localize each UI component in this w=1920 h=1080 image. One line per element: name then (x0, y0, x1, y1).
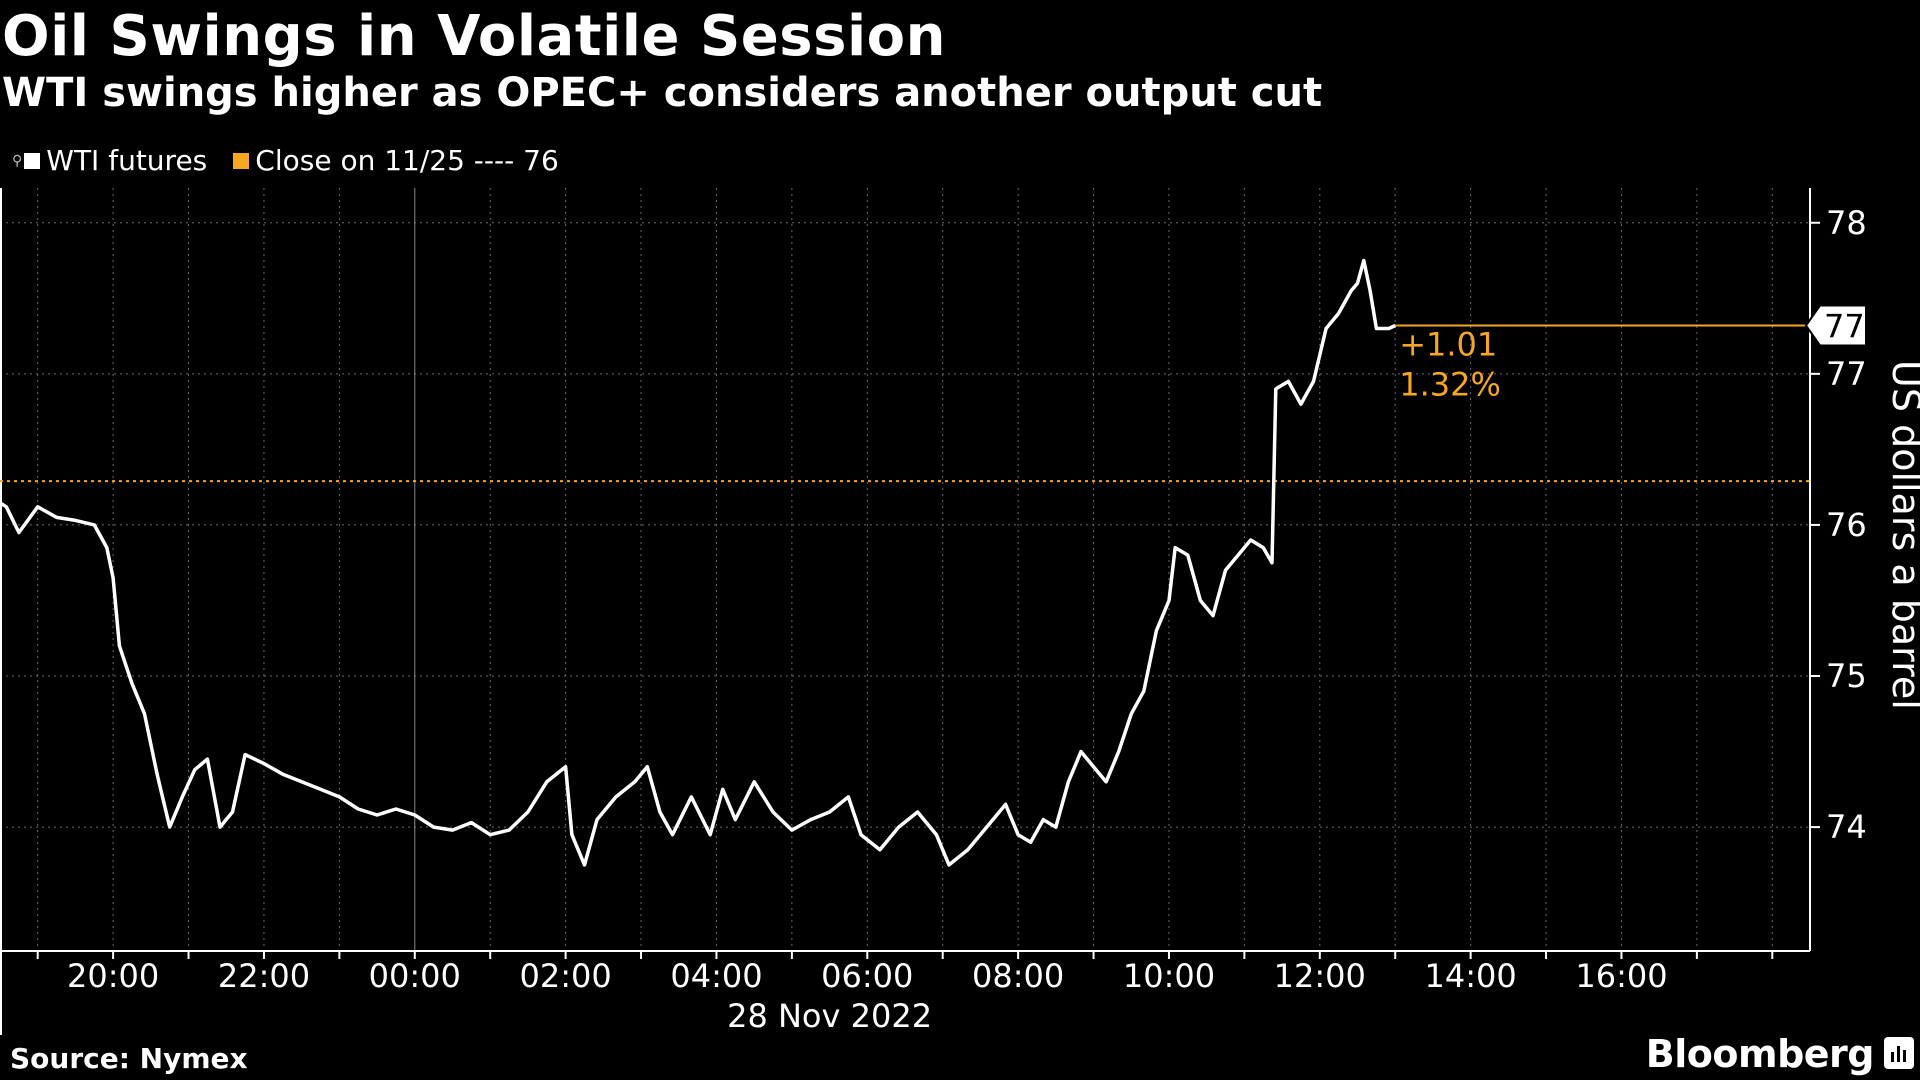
legend-label-wti: WTI futures (46, 144, 208, 177)
y-tick-label-78: 78 (1826, 204, 1867, 242)
x-tick-label-1600: 16:00 (1575, 957, 1667, 995)
legend-pin-icon[interactable]: ⚲ (12, 152, 23, 169)
chart-subtitle: WTI swings higher as OPEC+ considers ano… (2, 70, 1323, 116)
y-tick-label-76: 76 (1826, 506, 1867, 544)
x-tick-label-1200: 12:00 (1274, 957, 1366, 995)
y-tick-label-74: 74 (1826, 808, 1867, 846)
x-tick-label-2200: 22:00 (218, 957, 310, 995)
grid-lines (0, 188, 1810, 951)
y-axis-title: US dollars a barrel (1884, 360, 1920, 710)
legend: ⚲ WTI futures Close on 11/25 ---- 76 (12, 144, 585, 177)
change-annotation: +1.01 (1399, 325, 1497, 363)
axis-ticks: 74 75 76 77 78 20:00 22:00 00:00 02:00 04:00 06:00… (36, 204, 1867, 995)
x-tick-label-2000: 20:00 (67, 957, 159, 995)
last-value-label: 77 (1824, 307, 1865, 345)
x-tick-label-1400: 14:00 (1425, 957, 1517, 995)
x-tick-label-0200: 02:00 (520, 957, 612, 995)
legend-swatch-close (233, 152, 250, 169)
chart-title: Oil Swings in Volatile Session (2, 4, 946, 69)
source-note: Source: Nymex (10, 1042, 248, 1075)
legend-swatch-wti (24, 152, 41, 169)
x-tick-label-1000: 10:00 (1123, 957, 1215, 995)
brand-logo: Bloomberg (1645, 1032, 1875, 1076)
y-tick-label-75: 75 (1826, 657, 1867, 695)
legend-label-close: Close on 11/25 ---- 76 (255, 144, 559, 177)
y-tick-label-77: 77 (1826, 355, 1867, 393)
x-tick-label-0000: 00:00 (369, 957, 461, 995)
series-line-wti-futures (0, 258, 1396, 867)
x-tick-label-0800: 08:00 (972, 957, 1064, 995)
bloomberg-terminal-icon (1884, 1037, 1914, 1069)
legend-item-close[interactable]: Close on 11/25 ---- 76 (233, 144, 559, 177)
x-tick-label-0600: 06:00 (821, 957, 913, 995)
legend-item-wti[interactable]: WTI futures (24, 144, 207, 177)
x-axis-date-label: 28 Nov 2022 (727, 997, 932, 1035)
x-tick-label-0400: 04:00 (670, 957, 762, 995)
last-value-badge (1804, 304, 1867, 347)
percent-change-annotation: 1.32% (1399, 365, 1501, 403)
